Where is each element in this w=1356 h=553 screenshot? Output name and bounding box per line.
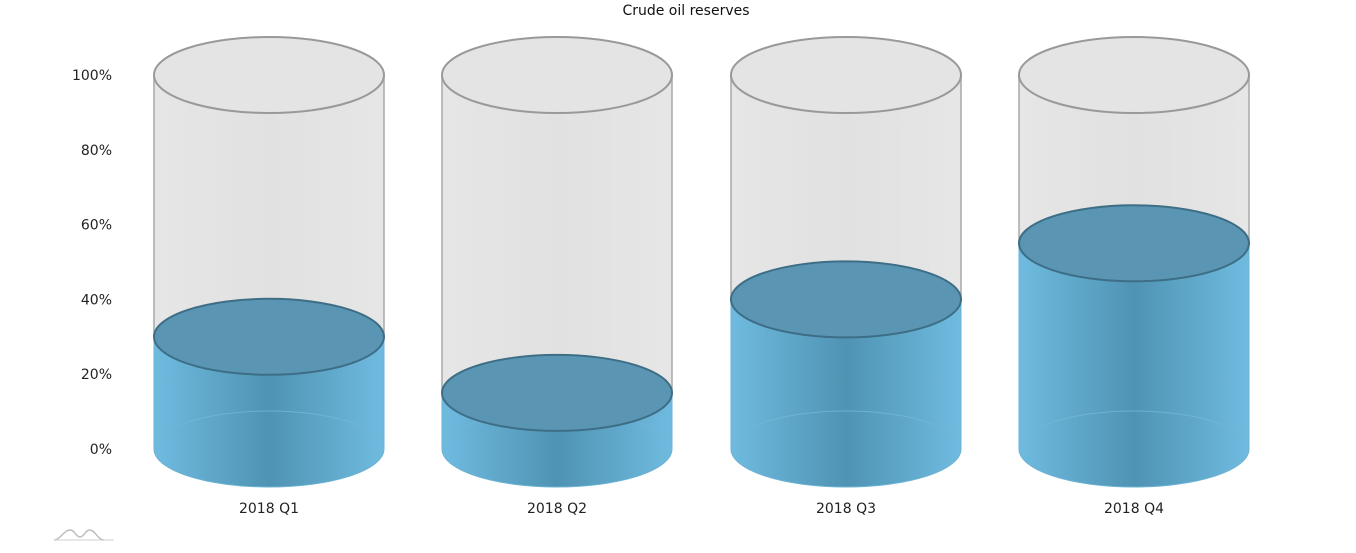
- chart-title: Crude oil reserves: [622, 3, 749, 19]
- y-tick-label: 0%: [90, 442, 112, 458]
- base-edge: [153, 410, 385, 450]
- bar: [1018, 242, 1250, 488]
- y-axis: 0% 20% 40% 60% 80% 100%: [72, 68, 112, 458]
- empty-top-cap: [153, 36, 385, 114]
- bar-top: [441, 353, 673, 432]
- bar-top: [730, 260, 962, 339]
- base-edge: [730, 410, 962, 450]
- category-label: 2018 Q2: [527, 501, 587, 517]
- cylinder-1: [153, 36, 385, 488]
- y-tick-label: 80%: [81, 143, 112, 159]
- cylinder-2: [441, 36, 673, 488]
- amcharts-logo-icon[interactable]: [53, 529, 114, 541]
- base-edge: [1018, 410, 1250, 450]
- cylinders: [153, 36, 1250, 488]
- empty-top-cap: [441, 36, 673, 114]
- category-label: 2018 Q4: [1104, 501, 1164, 517]
- bar: [153, 336, 385, 488]
- bar-top: [1018, 204, 1250, 283]
- empty-top-cap: [1018, 36, 1250, 114]
- y-tick-label: 40%: [81, 292, 112, 308]
- x-axis: 2018 Q1 2018 Q2 2018 Q3 2018 Q4: [239, 501, 1164, 517]
- y-tick-label: 20%: [81, 367, 112, 383]
- bar-top: [153, 297, 385, 376]
- y-tick-label: 100%: [72, 68, 112, 84]
- category-label: 2018 Q1: [239, 501, 299, 517]
- y-tick-label: 60%: [81, 218, 112, 234]
- empty-top-cap: [730, 36, 962, 114]
- cylinder-4: [1018, 36, 1250, 488]
- category-label: 2018 Q3: [816, 501, 876, 517]
- bar: [730, 298, 962, 488]
- cylinder-3: [730, 36, 962, 488]
